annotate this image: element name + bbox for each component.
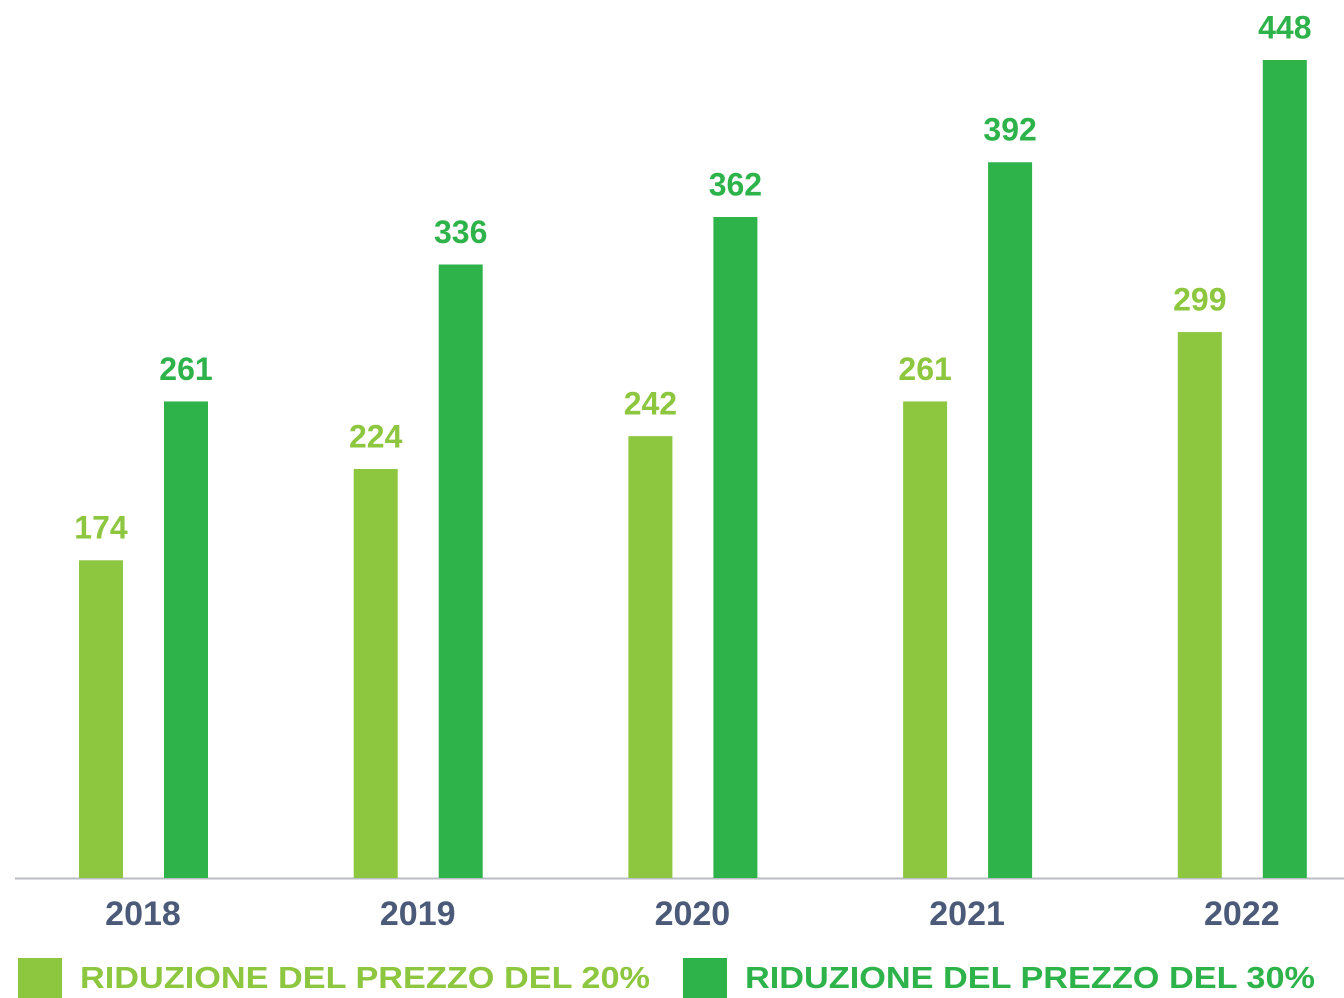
legend-label: RIDUZIONE DEL PREZZO DEL 30% <box>745 960 1315 995</box>
value-label: 224 <box>349 418 403 454</box>
value-label: 261 <box>159 351 212 387</box>
bar <box>988 162 1033 878</box>
value-label: 261 <box>898 351 951 387</box>
value-label: 392 <box>983 112 1036 148</box>
bar <box>903 401 948 878</box>
x-tick-label: 2018 <box>105 895 181 933</box>
bar <box>353 469 398 878</box>
x-tick-label: 2019 <box>380 895 456 933</box>
value-label: 448 <box>1258 9 1311 45</box>
bar <box>1177 332 1222 878</box>
bar <box>628 436 673 878</box>
legend-swatch <box>18 958 62 998</box>
x-tick-label: 2021 <box>929 895 1005 933</box>
legend-swatch <box>683 958 727 998</box>
bar <box>164 401 208 878</box>
value-label: 174 <box>74 510 128 546</box>
bar <box>79 560 123 878</box>
legend-label: RIDUZIONE DEL PREZZO DEL 20% <box>80 960 650 995</box>
value-label: 299 <box>1173 282 1226 318</box>
value-label: 362 <box>709 166 762 202</box>
bar <box>1262 60 1307 878</box>
x-tick-label: 2020 <box>655 895 731 933</box>
value-label: 336 <box>434 214 487 250</box>
bar <box>713 217 758 878</box>
bar <box>438 264 483 878</box>
value-label: 242 <box>624 386 677 422</box>
x-tick-label: 2022 <box>1204 895 1280 933</box>
